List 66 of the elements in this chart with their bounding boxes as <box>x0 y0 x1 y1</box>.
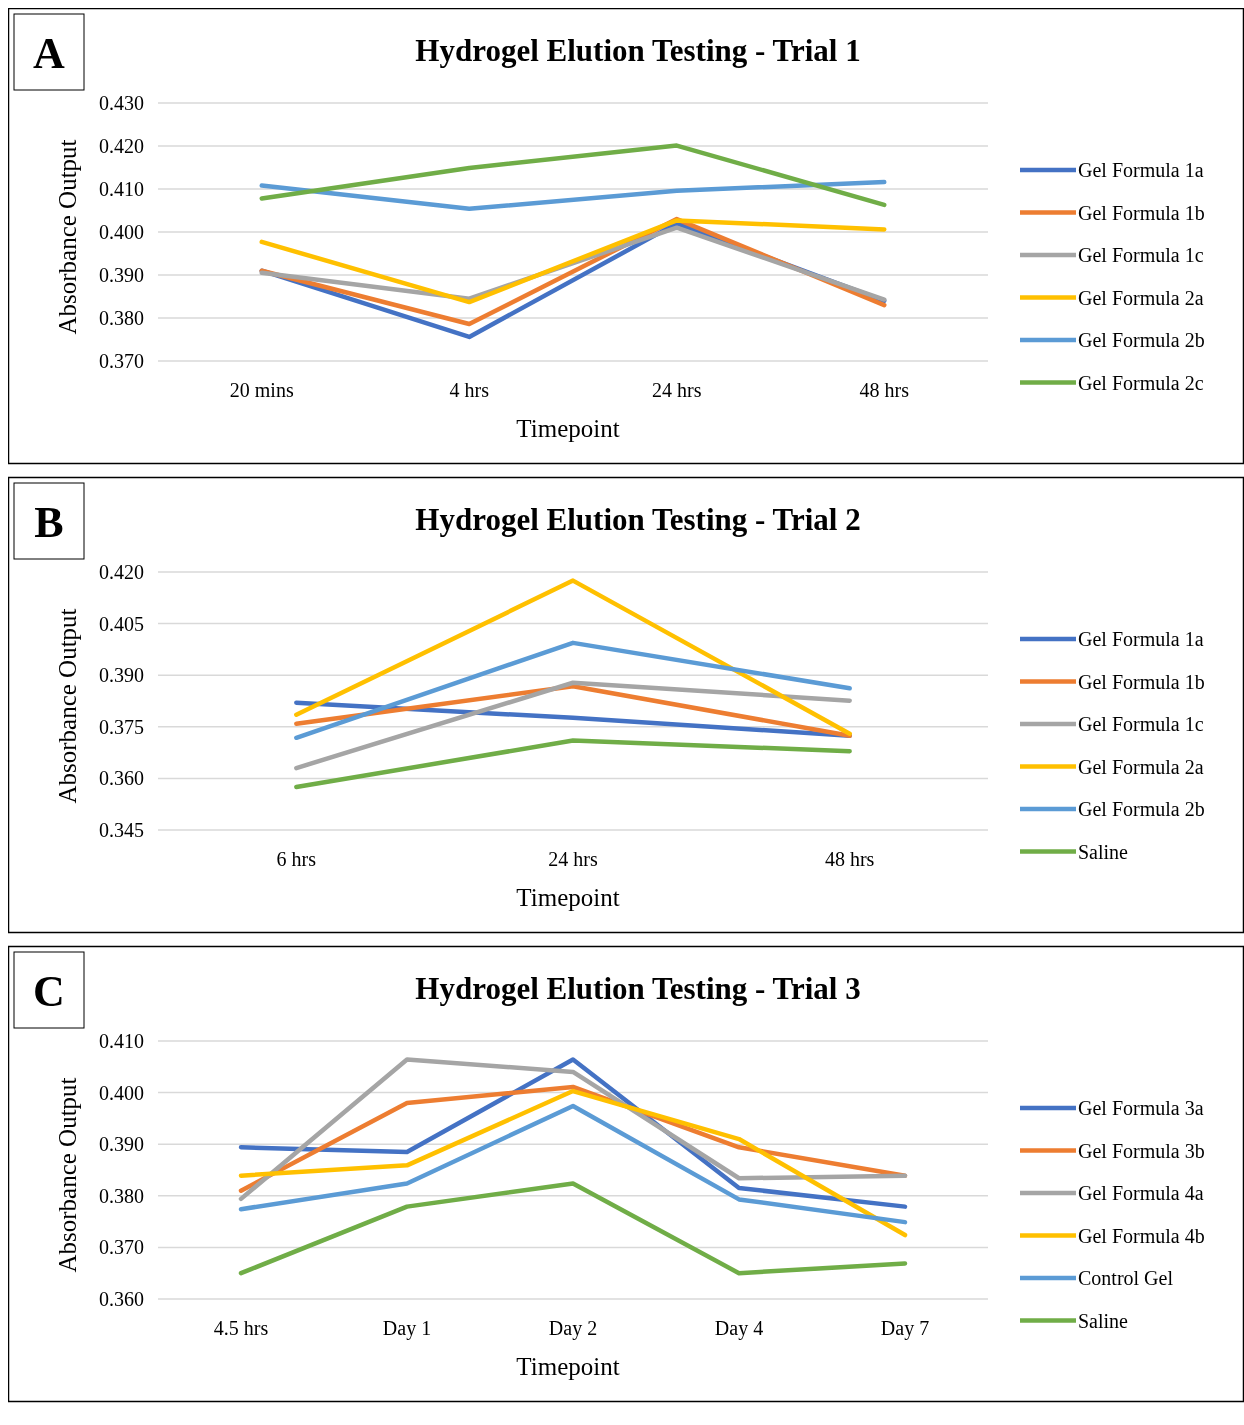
legend-label: Saline <box>1078 840 1129 863</box>
x-tick-label: 24 hrs <box>652 379 702 401</box>
line-series <box>259 143 887 208</box>
y-tick-label: 0.420 <box>99 561 144 583</box>
x-tick-label: 6 hrs <box>276 848 317 870</box>
y-tick-label: 0.390 <box>99 664 144 687</box>
y-tick-label: 0.390 <box>99 1133 144 1156</box>
y-axis-title: Absorbance Output <box>54 139 81 335</box>
x-tick-label: Day 4 <box>714 1317 764 1340</box>
x-tick-label: 48 hrs <box>859 379 910 401</box>
y-tick-label: 0.405 <box>99 612 144 635</box>
x-tick-label: Day 7 <box>880 1317 930 1340</box>
chart-title: Hydrogel Elution Testing - Trial 2 <box>415 502 861 537</box>
legend-label: Gel Formula 1a <box>1078 159 1204 181</box>
x-tick-label: Day 2 <box>548 1317 598 1340</box>
legend-label: Gel Formula 1c <box>1078 244 1204 266</box>
x-axis-title: Timepoint <box>516 415 620 442</box>
chart-title: Hydrogel Elution Testing - Trial 3 <box>415 971 861 1006</box>
legend-label: Gel Formula 1b <box>1078 201 1205 224</box>
line-series <box>259 179 887 212</box>
legend-label: Gel Formula 2a <box>1078 286 1204 309</box>
legend-label: Gel Formula 3b <box>1078 1139 1205 1162</box>
x-tick-label: 24 hrs <box>548 848 598 870</box>
line-series <box>238 1103 908 1225</box>
legend-label: Gel Formula 2b <box>1078 329 1205 351</box>
legend-label: Saline <box>1078 1309 1129 1332</box>
legend-label: Gel Formula 1a <box>1078 628 1204 650</box>
y-tick-label: 0.430 <box>99 92 144 114</box>
legend-label: Gel Formula 4b <box>1078 1224 1205 1247</box>
y-tick-label: 0.420 <box>99 135 144 157</box>
y-tick-label: 0.410 <box>99 1030 144 1052</box>
y-tick-label: 0.375 <box>99 715 144 738</box>
x-tick-label: 20 mins <box>229 379 294 401</box>
legend-label: Gel Formula 2a <box>1078 755 1204 778</box>
text: B <box>34 498 64 547</box>
y-axis-title: Absorbance Output <box>54 1077 81 1273</box>
legend-label: Control Gel <box>1078 1267 1174 1289</box>
y-tick-label: 0.360 <box>99 767 144 790</box>
chart-title: Hydrogel Elution Testing - Trial 1 <box>415 33 861 68</box>
text: C <box>33 967 65 1016</box>
y-tick-label: 0.360 <box>99 1288 144 1310</box>
y-tick-label: 0.400 <box>99 221 144 243</box>
y-tick-label: 0.370 <box>99 350 144 372</box>
x-tick-label: 4.5 hrs <box>213 1317 269 1339</box>
legend-label: Gel Formula 4a <box>1078 1182 1204 1204</box>
x-tick-label: Day 1 <box>382 1317 432 1340</box>
y-axis-title: Absorbance Output <box>54 608 81 804</box>
line-series <box>238 1181 908 1276</box>
x-tick-label: 48 hrs <box>824 848 875 870</box>
legend-label: Gel Formula 1b <box>1078 670 1205 693</box>
x-axis-title: Timepoint <box>516 1353 620 1380</box>
line-series <box>238 1088 908 1238</box>
legend-label: Gel Formula 2b <box>1078 798 1205 820</box>
text: A <box>33 29 66 78</box>
y-tick-label: 0.380 <box>99 1184 144 1207</box>
y-tick-label: 0.370 <box>99 1236 144 1259</box>
y-tick-label: 0.380 <box>99 307 144 329</box>
legend-label: Gel Formula 3a <box>1078 1097 1204 1119</box>
x-axis-title: Timepoint <box>516 884 620 911</box>
legend-label: Gel Formula 2c <box>1078 371 1204 394</box>
y-tick-label: 0.345 <box>99 819 144 841</box>
y-tick-label: 0.400 <box>99 1081 144 1104</box>
y-tick-label: 0.390 <box>99 264 144 286</box>
x-tick-label: 4 hrs <box>449 379 490 401</box>
legend-label: Gel Formula 1c <box>1078 713 1204 735</box>
y-tick-label: 0.410 <box>99 178 144 200</box>
